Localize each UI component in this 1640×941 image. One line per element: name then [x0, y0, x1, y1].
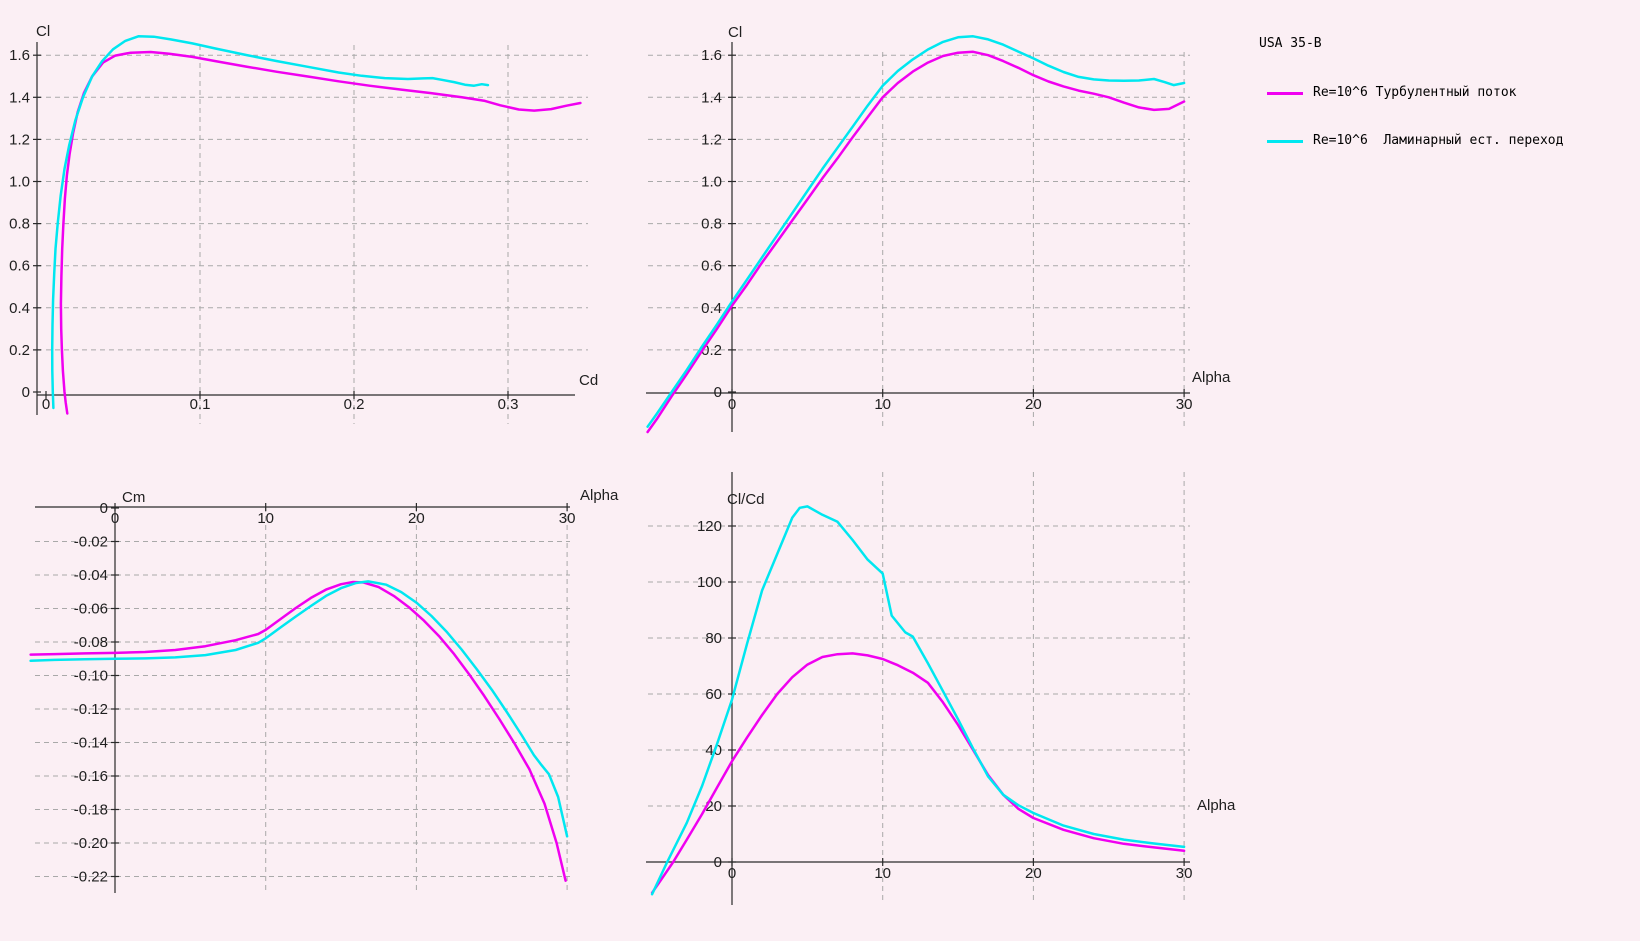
- y-tick-label: 1.4: [9, 89, 30, 106]
- legend: USA 35-B Re=10^6 Турбулентный поток Re=1…: [1259, 4, 1563, 165]
- tick-labels: 0 10 20 300-0.02-0.04-0.06-0.08-0.10-0.12-0…: [74, 500, 576, 886]
- x-tick-label: 30: [559, 510, 576, 527]
- legend-item-turbulent: Re=10^6 Турбулентный поток: [1267, 85, 1563, 101]
- y-tick-label: 0.6: [9, 258, 30, 275]
- x-tick-label: 0.1: [190, 396, 211, 413]
- y-tick-label: 1.2: [9, 131, 30, 148]
- x-tick-label: 0: [111, 510, 119, 527]
- y-tick-label: -0.18: [74, 802, 108, 819]
- y-tick-label: -0.22: [74, 869, 108, 886]
- series-laminar: [646, 35, 1186, 428]
- gridlines: [648, 472, 1190, 900]
- y-tick-label: 0: [100, 500, 108, 517]
- series-turbulent: [59, 50, 582, 415]
- legend-swatch-turbulent-line: [1267, 91, 1303, 95]
- legend-swatch-laminar-line: [1267, 139, 1303, 143]
- x-axis-title: Alpha: [580, 487, 619, 504]
- x-tick-label: 0: [42, 396, 50, 413]
- y-tick-label: -0.08: [74, 634, 108, 651]
- chart-cl-vs-cd: 0 0.1 0.2 0.3 0 0.2 0.4 0.6 0.8 1.0 1.2 1.4 1.6 Cl Cd: [9, 23, 598, 424]
- y-tick-label: 0.8: [9, 216, 30, 233]
- y-tick-label: -0.06: [74, 601, 108, 618]
- y-tick-label: 0.4: [9, 300, 30, 317]
- y-tick-label: 1.6: [9, 47, 30, 64]
- gridlines: [35, 507, 570, 891]
- y-tick-label: 0.6: [701, 258, 722, 275]
- y-tick-label: -0.20: [74, 835, 108, 852]
- series-turbulent: [650, 652, 1186, 895]
- y-tick-label: -0.10: [74, 668, 108, 685]
- y-axis-title: Cm: [122, 489, 145, 506]
- x-tick-label: 0.3: [498, 396, 519, 413]
- y-axis-title: Cl/Cd: [727, 491, 765, 508]
- axes: [35, 503, 570, 893]
- y-tick-label: 20: [705, 798, 722, 815]
- y-tick-label: 60: [705, 686, 722, 703]
- series-turbulent: [646, 50, 1186, 434]
- y-axis-title: Cl: [728, 24, 742, 41]
- series-laminar: [50, 35, 490, 410]
- x-tick-label: 20: [408, 510, 425, 527]
- y-tick-label: 0.8: [701, 216, 722, 233]
- x-tick-label: 0: [728, 396, 736, 413]
- y-tick-label: 0.2: [9, 342, 30, 359]
- series-laminar: [650, 505, 1186, 896]
- x-tick-label: 0: [728, 865, 736, 882]
- y-tick-label: 0: [714, 384, 722, 401]
- gridlines: [37, 45, 588, 424]
- axes: [33, 42, 575, 415]
- legend-label-turbulent: Re=10^6 Турбулентный поток: [1313, 85, 1517, 100]
- y-tick-label: -0.14: [74, 735, 108, 752]
- y-tick-label: -0.12: [74, 701, 108, 718]
- series-turbulent: [29, 580, 567, 882]
- x-tick-label: 10: [257, 510, 274, 527]
- x-tick-label: 10: [874, 396, 891, 413]
- y-tick-label: 120: [697, 518, 722, 535]
- x-axis-title: Cd: [579, 372, 598, 389]
- axes: [646, 42, 1190, 432]
- x-tick-label: 0.2: [344, 396, 365, 413]
- x-tick-label: 30: [1176, 865, 1193, 882]
- x-tick-label: 10: [874, 865, 891, 882]
- gridlines: [648, 52, 1190, 428]
- series-laminar: [29, 580, 569, 838]
- legend-item-laminar: Re=10^6 Ламинарный ест. переход: [1267, 133, 1563, 149]
- y-tick-label: 80: [705, 630, 722, 647]
- y-tick-label: 1.4: [701, 89, 722, 106]
- y-tick-label: 1.6: [701, 47, 722, 64]
- y-tick-label: -0.02: [74, 534, 108, 551]
- legend-label-laminar: Re=10^6 Ламинарный ест. переход: [1313, 133, 1564, 148]
- y-tick-label: -0.04: [74, 567, 108, 584]
- y-tick-label: 1.2: [701, 131, 722, 148]
- legend-title: USA 35-B: [1259, 36, 1322, 51]
- tick-labels: 0 0.1 0.2 0.3 0 0.2 0.4 0.6 0.8 1.0 1.2 1.4 1.6: [9, 47, 518, 413]
- y-tick-label: 0.4: [701, 300, 722, 317]
- y-tick-label: 1.0: [701, 174, 722, 191]
- y-tick-label: 0: [22, 384, 30, 401]
- y-tick-label: 100: [697, 574, 722, 591]
- y-tick-label: -0.16: [74, 768, 108, 785]
- x-tick-label: 20: [1025, 865, 1042, 882]
- chart-cm-vs-alpha: 0 10 20 300-0.02-0.04-0.06-0.08-0.10-0.12-0…: [29, 487, 619, 893]
- x-tick-label: 30: [1176, 396, 1193, 413]
- y-tick-label: 0: [714, 854, 722, 871]
- x-axis-title: Alpha: [1197, 797, 1236, 814]
- y-tick-label: 1.0: [9, 174, 30, 191]
- y-axis-title: Cl: [36, 23, 50, 40]
- x-axis-title: Alpha: [1192, 369, 1231, 386]
- axes: [646, 472, 1190, 905]
- x-tick-label: 20: [1025, 396, 1042, 413]
